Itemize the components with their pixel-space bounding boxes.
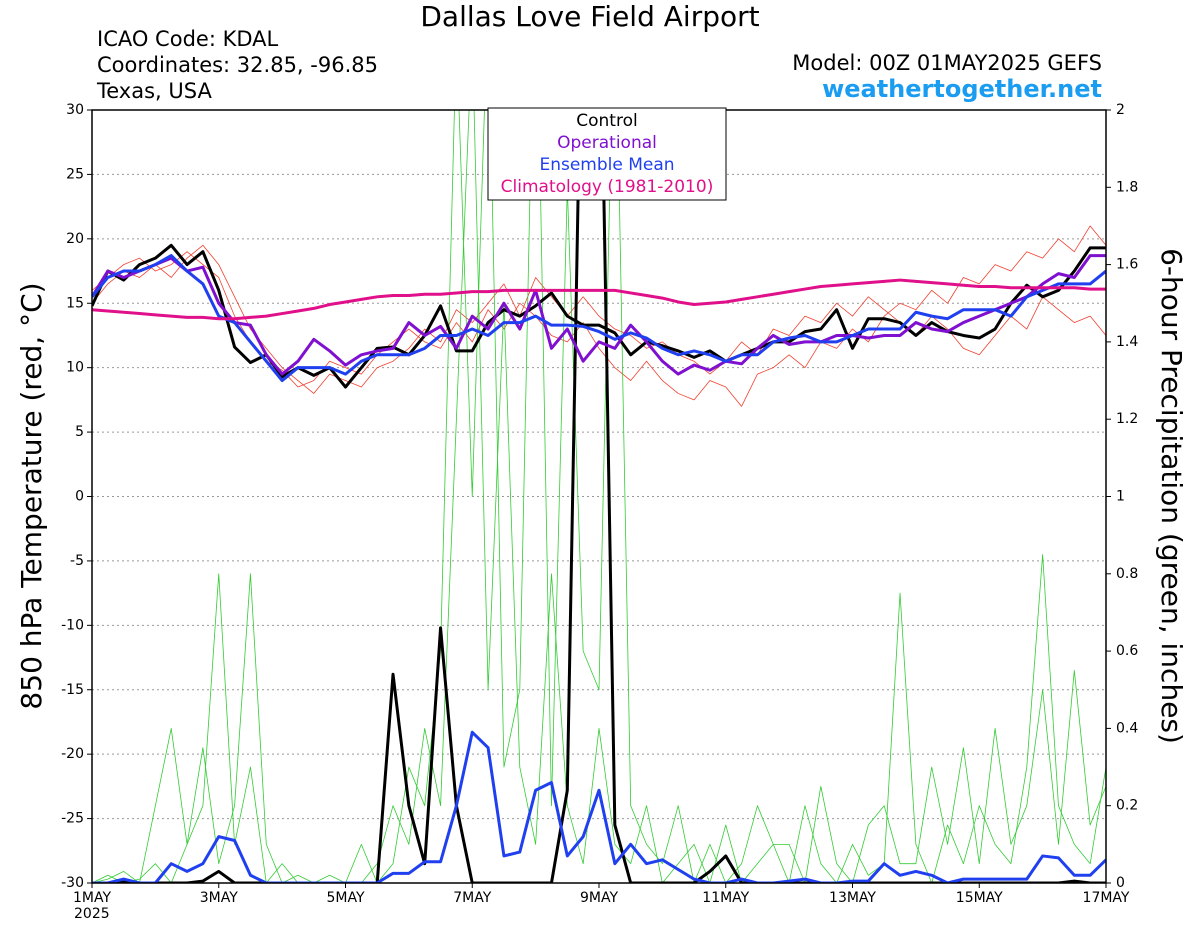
station-info: Texas, USA xyxy=(96,79,212,103)
x-tick-label: 3MAY xyxy=(200,890,238,906)
x-tick-label: 15MAY xyxy=(956,890,1003,906)
chart-title: Dallas Love Field Airport xyxy=(420,0,759,33)
y2-tick-label: 1.2 xyxy=(1116,411,1138,427)
legend-box xyxy=(487,107,727,201)
member-line xyxy=(92,110,1106,883)
y2-tick-label: 0.4 xyxy=(1116,720,1138,736)
x-tick-label: 1MAY xyxy=(73,890,111,906)
plot-area xyxy=(92,110,1106,883)
series-line xyxy=(92,254,1106,383)
y2-tick-label: 1.6 xyxy=(1116,257,1138,273)
y-tick-label: 20 xyxy=(66,231,84,247)
series-line xyxy=(92,730,1106,883)
x-tick-label: 13MAY xyxy=(829,890,876,906)
y-tick-label: -10 xyxy=(61,617,84,633)
model-info: Model: 00Z 01MAY2025 GEFS xyxy=(792,51,1102,75)
x-tick-label: 9MAY xyxy=(580,890,618,906)
y2-tick-label: 2 xyxy=(1116,102,1125,118)
x-tick-label: 5MAY xyxy=(326,890,364,906)
y2-tick-label: 1 xyxy=(1116,489,1125,505)
y-tick-label: -5 xyxy=(70,553,84,569)
y2-tick-label: 0 xyxy=(1116,875,1125,891)
y-tick-label: -15 xyxy=(61,682,84,698)
station-info: Coordinates: 32.85, -96.85 xyxy=(97,53,378,77)
series-line xyxy=(92,254,1106,376)
y2-axis-label: 6-hour Precipitation (green, inches) xyxy=(1155,248,1188,744)
member-line xyxy=(92,110,1106,883)
y-tick-label: -25 xyxy=(61,811,84,827)
y-tick-label: 10 xyxy=(66,360,84,376)
y2-tick-label: 0.2 xyxy=(1116,798,1138,814)
y-tick-label: 0 xyxy=(75,489,84,505)
y2-tick-label: 1.8 xyxy=(1116,179,1138,195)
station-info: ICAO Code: KDAL xyxy=(97,27,279,51)
x-tick-label: 11MAY xyxy=(702,890,749,906)
source: weathertogether.net xyxy=(822,75,1102,103)
y-tick-label: 30 xyxy=(66,102,84,118)
legend-entry: Control xyxy=(576,111,637,131)
legend-entry: Operational xyxy=(557,133,657,153)
y2-tick-label: 0.6 xyxy=(1116,643,1138,659)
series-line xyxy=(92,278,1106,321)
y-axis-label: 850 hPa Temperature (red, °C) xyxy=(15,282,48,709)
y-tick-label: -20 xyxy=(61,746,84,762)
y2-tick-label: 0.8 xyxy=(1116,566,1138,582)
year-label: 2025 xyxy=(74,906,110,922)
y2-tick-label: 1.4 xyxy=(1116,334,1138,350)
x-tick-label: 17MAY xyxy=(1083,890,1130,906)
y-tick-label: 5 xyxy=(75,424,84,440)
y-tick-label: 15 xyxy=(66,295,84,311)
series-line xyxy=(92,243,1106,389)
x-tick-label: 7MAY xyxy=(453,890,491,906)
y-tick-label: -30 xyxy=(61,875,84,891)
y-tick-label: 25 xyxy=(66,166,84,182)
legend-entry: Ensemble Mean xyxy=(539,155,674,175)
legend-entry: Climatology (1981-2010) xyxy=(501,177,714,197)
